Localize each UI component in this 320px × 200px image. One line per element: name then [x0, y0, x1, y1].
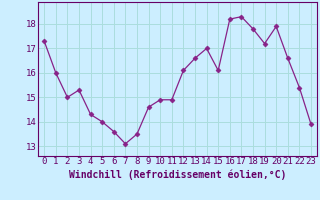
X-axis label: Windchill (Refroidissement éolien,°C): Windchill (Refroidissement éolien,°C) — [69, 169, 286, 180]
